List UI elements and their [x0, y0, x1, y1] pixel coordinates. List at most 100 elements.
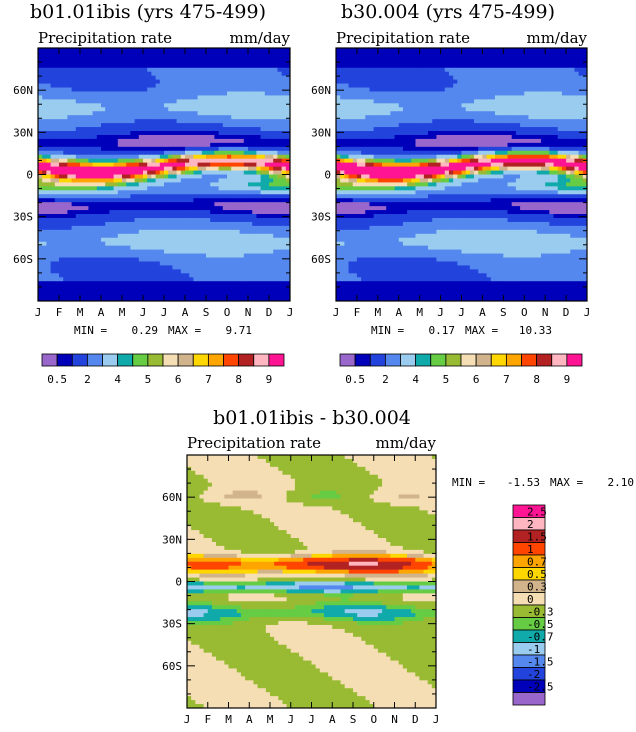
contour-cell — [164, 178, 169, 183]
contour-cell — [260, 297, 266, 301]
contour-cell — [407, 75, 412, 81]
contour-cell — [189, 107, 194, 112]
contour-cell — [264, 55, 270, 61]
contour-cell — [88, 233, 94, 239]
contour-cell — [197, 210, 203, 215]
contour-cell — [151, 95, 157, 100]
contour-cell — [269, 225, 274, 231]
contour-cell — [96, 162, 102, 168]
contour-cell — [419, 63, 425, 69]
contour-cell — [365, 79, 371, 85]
contour-cell — [122, 225, 127, 231]
contour-cell — [377, 79, 383, 85]
contour-cell — [38, 119, 43, 124]
contour-cell — [122, 146, 127, 152]
contour-cell — [197, 190, 203, 195]
contour-cell — [239, 261, 245, 267]
contour-cell — [277, 178, 283, 183]
contour-cell — [92, 150, 98, 156]
contour-cell — [453, 63, 458, 69]
contour-cell — [117, 63, 123, 69]
contour-cell — [344, 67, 350, 73]
contour-cell — [469, 63, 475, 69]
contour-cell — [126, 146, 131, 152]
contour-cell — [511, 51, 517, 57]
contour-cell — [134, 249, 140, 255]
contour-cell — [109, 131, 115, 136]
contour-cell — [214, 71, 220, 77]
contour-cell — [143, 297, 148, 301]
contour-cell — [578, 107, 584, 112]
contour-cell — [143, 289, 148, 294]
contour-cell — [63, 154, 68, 160]
contour-cell — [511, 63, 517, 69]
contour-cell — [478, 51, 484, 57]
contour-cell — [524, 63, 530, 69]
contour-cell — [105, 289, 110, 294]
contour-cell — [164, 79, 169, 85]
contour-cell — [71, 71, 77, 77]
contour-cell — [428, 48, 433, 53]
contour-cell — [109, 206, 115, 211]
contour-cell — [432, 103, 437, 108]
contour-cell — [540, 111, 546, 116]
contour-cell — [231, 138, 236, 144]
contour-cell — [155, 63, 161, 69]
contour-cell — [273, 150, 278, 156]
contour-cell — [369, 55, 375, 61]
panel1-colorbar: 0.5 2 4 5 6 7 8 9 — [41, 353, 285, 386]
contour-cell — [117, 257, 123, 263]
contour-cell — [382, 103, 387, 108]
contour-cell — [54, 257, 60, 263]
contour-cell — [130, 158, 136, 164]
contour-cell — [38, 202, 43, 207]
contour-cell — [80, 249, 85, 255]
contour-cell — [269, 217, 274, 223]
contour-cell — [528, 48, 534, 53]
contour-cell — [231, 186, 236, 191]
contour-cell — [231, 174, 236, 180]
contour-cell — [126, 79, 131, 85]
contour-cell — [235, 119, 241, 124]
contour-cell — [193, 178, 199, 183]
contour-cell — [419, 87, 425, 93]
contour-cell — [478, 111, 484, 116]
contour-cell — [197, 253, 203, 259]
contour-cell — [176, 257, 182, 263]
contour-cell — [281, 67, 287, 73]
contour-cell — [63, 79, 68, 85]
contour-cell — [448, 95, 454, 100]
contour-cell — [59, 67, 64, 73]
contour-cell — [101, 67, 106, 73]
contour-cell — [273, 225, 278, 231]
contour-cell — [122, 289, 127, 294]
contour-cell — [436, 55, 442, 61]
contour-cell — [494, 75, 500, 81]
contour-cell — [42, 170, 47, 176]
contour-cell — [231, 107, 236, 112]
contour-cell — [147, 210, 152, 215]
contour-cell — [138, 245, 144, 251]
contour-cell — [193, 127, 199, 132]
contour-cell — [42, 174, 47, 180]
contour-cell — [532, 107, 538, 112]
contour-cell — [75, 261, 81, 267]
contour-cell — [227, 285, 232, 290]
contour-cell — [252, 51, 257, 57]
contour-cell — [109, 241, 115, 247]
contour-cell — [105, 119, 110, 124]
contour-cell — [75, 111, 81, 116]
contour-cell — [201, 55, 207, 61]
contour-cell — [67, 253, 73, 259]
contour-cell — [260, 59, 266, 65]
contour-cell — [117, 127, 123, 132]
contour-cell — [201, 241, 207, 247]
contour-cell — [176, 170, 182, 176]
contour-cell — [540, 63, 546, 69]
contour-cell — [109, 245, 115, 251]
contour-cell — [109, 99, 115, 104]
contour-cell — [453, 107, 458, 112]
contour-cell — [189, 150, 194, 156]
contour-cell — [269, 162, 274, 168]
contour-cell — [269, 63, 274, 69]
